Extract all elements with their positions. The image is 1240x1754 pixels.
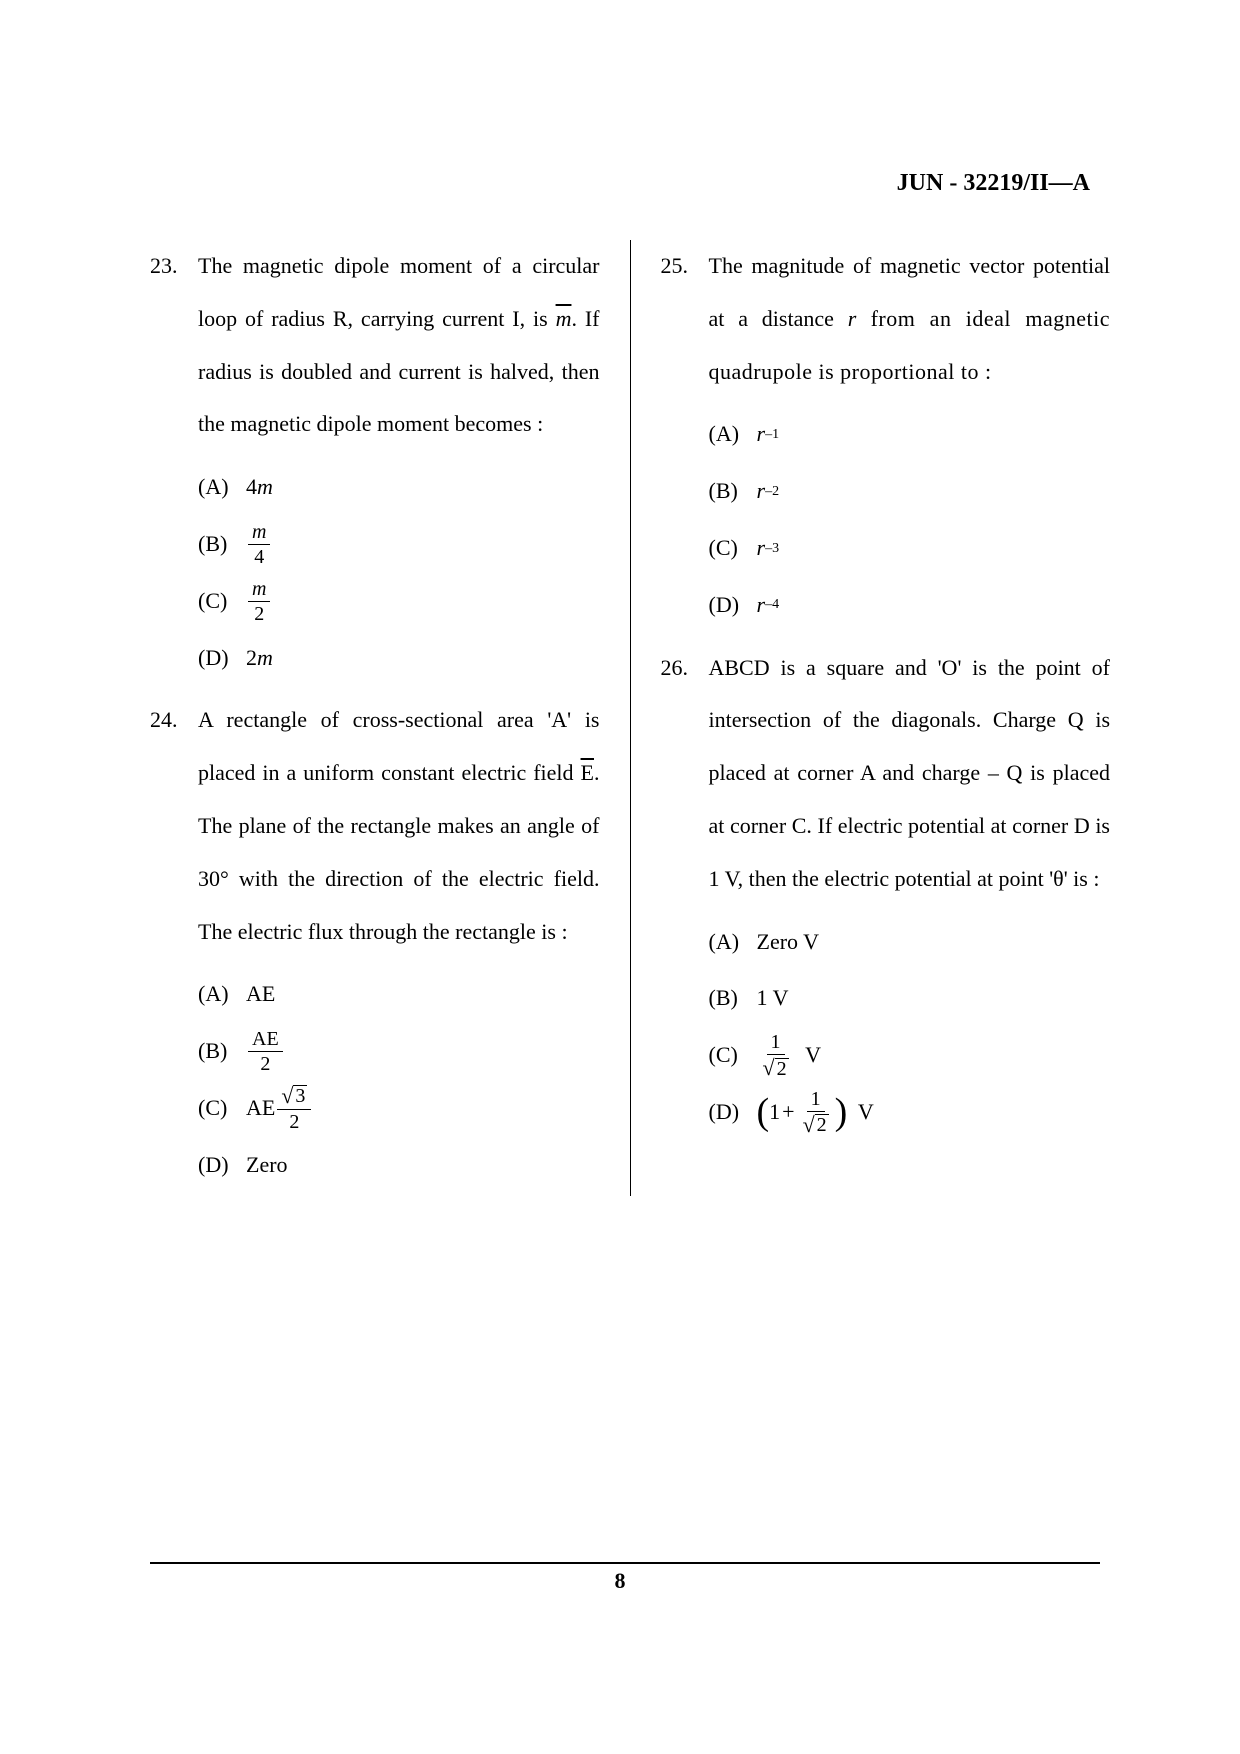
option-value: AE 2 — [246, 1029, 285, 1074]
option-label: (C) — [709, 1029, 757, 1082]
question-text-part1: The magnetic dipole moment of a circular… — [198, 253, 600, 331]
option-value: r–4 — [757, 579, 780, 632]
left-column: 23. The magnetic dipole moment of a circ… — [150, 240, 631, 1196]
option-value: 2m — [246, 632, 273, 685]
option-b: (B) 1 V — [709, 972, 1111, 1025]
content-area: 23. The magnetic dipole moment of a circ… — [150, 240, 1110, 1196]
option-c: (C) r–3 — [709, 522, 1111, 575]
r-variable: r — [848, 306, 857, 331]
q24-options: (A) AE (B) AE 2 (C) AE √3 2 — [198, 968, 600, 1191]
q26-options: (A) Zero V (B) 1 V (C) 1 √2 V (D) — [709, 916, 1111, 1139]
option-label: (B) — [709, 972, 757, 1025]
option-label: (C) — [709, 522, 757, 575]
question-text: ABCD is a square and 'O' is the point of… — [709, 642, 1111, 906]
option-value: m 2 — [246, 579, 272, 624]
option-value: r–2 — [757, 465, 780, 518]
question-number: 23. — [150, 240, 198, 451]
option-a: (A) Zero V — [709, 916, 1111, 969]
option-label: (A) — [198, 461, 246, 514]
question-number: 26. — [661, 642, 709, 906]
m-variable: m — [556, 306, 572, 331]
option-label: (B) — [198, 1025, 246, 1078]
option-value: ( 1 + 1 √2 ) V — [757, 1086, 874, 1139]
option-label: (C) — [198, 575, 246, 628]
option-label: (B) — [709, 465, 757, 518]
option-label: (D) — [709, 1086, 757, 1139]
option-b: (B) r–2 — [709, 465, 1111, 518]
option-label: (A) — [198, 968, 246, 1021]
option-label: (D) — [198, 632, 246, 685]
option-b: (B) m 4 — [198, 518, 600, 571]
option-label: (D) — [709, 579, 757, 632]
option-value: m 4 — [246, 522, 272, 567]
question-text-part2: . The plane of the rectangle makes an an… — [198, 760, 600, 943]
option-value: r–1 — [757, 408, 780, 461]
option-c: (C) 1 √2 V — [709, 1029, 1111, 1082]
option-value: 4m — [246, 461, 273, 514]
option-d: (D) 2m — [198, 632, 600, 685]
option-value: Zero V — [757, 916, 820, 969]
q25-options: (A) r–1 (B) r–2 (C) r–3 (D) r–4 — [709, 408, 1111, 631]
option-value: AE √3 2 — [246, 1082, 313, 1135]
question-26: 26. ABCD is a square and 'O' is the poin… — [661, 642, 1111, 906]
option-value: 1 V — [757, 972, 789, 1025]
option-a: (A) AE — [198, 968, 600, 1021]
option-value: Zero — [246, 1139, 288, 1192]
question-23: 23. The magnetic dipole moment of a circ… — [150, 240, 600, 451]
option-label: (C) — [198, 1082, 246, 1135]
e-variable: E — [581, 760, 594, 785]
option-label: (D) — [198, 1139, 246, 1192]
option-d: (D) ( 1 + 1 √2 ) V — [709, 1086, 1111, 1139]
question-text: A rectangle of cross-sectional area 'A' … — [198, 694, 600, 958]
option-d: (D) Zero — [198, 1139, 600, 1192]
question-text: The magnitude of magnetic vector potenti… — [709, 240, 1111, 398]
option-b: (B) AE 2 — [198, 1025, 600, 1078]
option-value: r–3 — [757, 522, 780, 575]
page-header: JUN - 32219/II—A — [897, 170, 1090, 197]
question-number: 24. — [150, 694, 198, 958]
page-number: 8 — [0, 1568, 1240, 1594]
option-label: (B) — [198, 518, 246, 571]
question-25: 25. The magnitude of magnetic vector pot… — [661, 240, 1111, 398]
option-label: (A) — [709, 408, 757, 461]
option-value: 1 √2 V — [757, 1029, 822, 1082]
option-c: (C) m 2 — [198, 575, 600, 628]
bottom-rule — [150, 1562, 1100, 1564]
option-d: (D) r–4 — [709, 579, 1111, 632]
question-text: The magnetic dipole moment of a circular… — [198, 240, 600, 451]
option-label: (A) — [709, 916, 757, 969]
question-text-part1: A rectangle of cross-sectional area 'A' … — [198, 707, 600, 785]
question-24: 24. A rectangle of cross-sectional area … — [150, 694, 600, 958]
option-a: (A) 4m — [198, 461, 600, 514]
right-column: 25. The magnitude of magnetic vector pot… — [631, 240, 1111, 1196]
option-a: (A) r–1 — [709, 408, 1111, 461]
option-value: AE — [246, 968, 275, 1021]
question-number: 25. — [661, 240, 709, 398]
q23-options: (A) 4m (B) m 4 (C) m — [198, 461, 600, 684]
option-c: (C) AE √3 2 — [198, 1082, 600, 1135]
